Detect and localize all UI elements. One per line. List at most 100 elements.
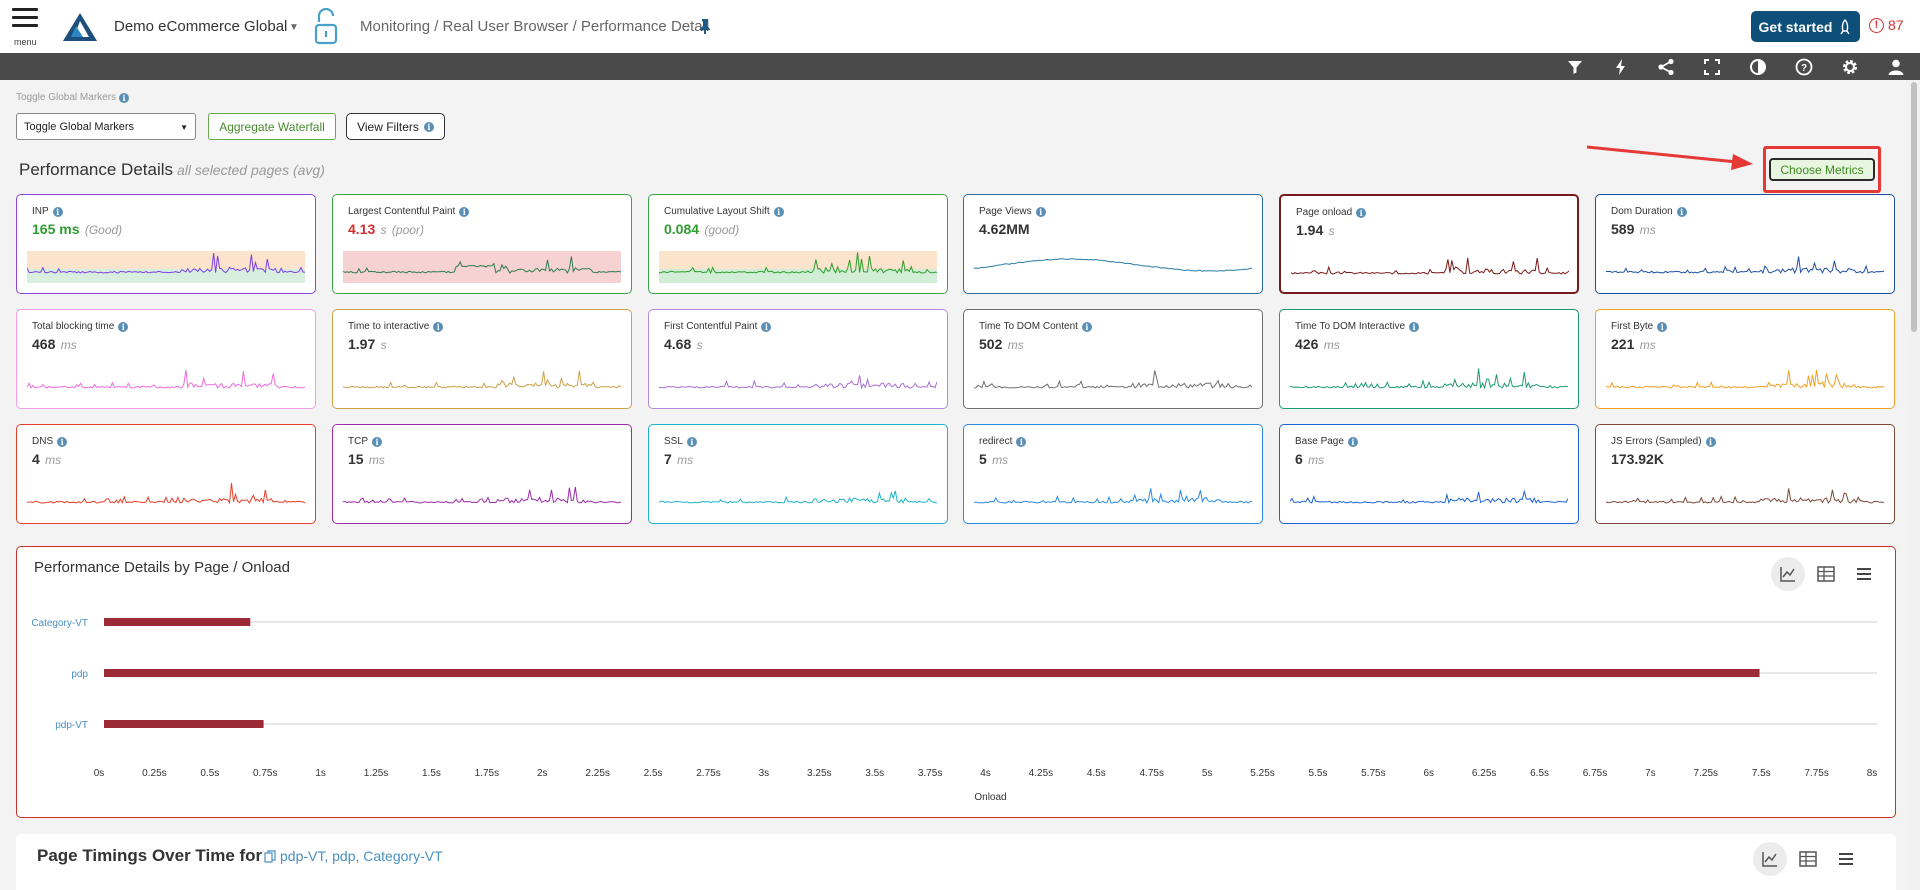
metric-label: Time to interactive i [348, 321, 444, 332]
page-timings-panel: Page Timings Over Time for pdp-VT, pdp, … [16, 834, 1896, 890]
category-label[interactable]: pdp [71, 669, 88, 680]
metric-unit: ms [1636, 338, 1656, 352]
metric-card[interactable]: SSL i 7 ms [648, 424, 948, 524]
metric-card[interactable]: Page Views i 4.62MM [963, 194, 1263, 294]
metric-card[interactable]: First Byte i 221 ms [1595, 309, 1895, 409]
alerts-indicator[interactable]: ! 87 [1869, 17, 1904, 33]
metric-unit: s [377, 223, 387, 237]
scrollbar-thumb[interactable] [1911, 82, 1917, 332]
top-header: menu Demo eCommerce Global ▼ Monitoring … [0, 0, 1920, 53]
menu-button[interactable]: menu [12, 8, 40, 48]
bolt-icon[interactable] [1611, 57, 1631, 77]
metric-unit: ms [673, 453, 694, 467]
metric-card[interactable]: Cumulative Layout Shift i 0.084 (good) [648, 194, 948, 294]
line-chart-view-button[interactable] [1771, 557, 1805, 591]
aggregate-waterfall-button[interactable]: Aggregate Waterfall [208, 113, 336, 140]
info-icon[interactable]: i [1676, 206, 1687, 217]
bar[interactable] [104, 720, 264, 728]
table-view-button[interactable] [1809, 557, 1843, 591]
info-icon[interactable]: i [1035, 206, 1046, 217]
info-icon[interactable]: i [57, 436, 68, 447]
app-name[interactable]: Demo eCommerce Global [114, 18, 288, 35]
x-tick-label: 3s [759, 768, 770, 779]
info-icon[interactable]: i [686, 436, 697, 447]
metric-value: 502 ms [979, 336, 1024, 352]
metric-card[interactable]: First Contentful Paint i 4.68 s [648, 309, 948, 409]
fullscreen-icon[interactable] [1702, 57, 1722, 77]
x-tick-label: 7.5s [1752, 768, 1771, 779]
x-tick-label: 6.5s [1530, 768, 1549, 779]
metric-label: SSL i [664, 436, 697, 447]
metric-card[interactable]: Time To DOM Interactive i 426 ms [1279, 309, 1579, 409]
metric-card[interactable]: Base Page i 6 ms [1279, 424, 1579, 524]
metric-card[interactable]: Dom Duration i 589 ms [1595, 194, 1895, 294]
sparkline [974, 488, 1252, 505]
global-markers-select[interactable]: Toggle Global Markers ▼ [16, 113, 196, 140]
bar[interactable] [104, 669, 1760, 677]
metric-value-text: 6 [1295, 451, 1303, 467]
metric-card[interactable]: DNS i 4 ms [16, 424, 316, 524]
sparkline [1606, 488, 1884, 504]
sparkline-series [27, 369, 305, 389]
metric-label-text: SSL [664, 436, 683, 447]
info-icon[interactable]: i [1409, 321, 1420, 332]
metric-card[interactable]: Page onload i 1.94 s [1279, 194, 1579, 294]
pin-icon[interactable] [698, 18, 712, 34]
metric-card[interactable]: TCP i 15 ms [332, 424, 632, 524]
info-icon[interactable]: i [773, 206, 784, 217]
help-icon[interactable]: ? [1794, 57, 1814, 77]
info-icon[interactable]: i [119, 92, 130, 103]
info-icon[interactable]: i [1081, 321, 1092, 332]
metric-card[interactable]: Total blocking time i 468 ms [16, 309, 316, 409]
info-icon[interactable]: i [118, 321, 129, 332]
info-icon[interactable]: i [1705, 436, 1716, 447]
metric-value-text: 165 ms [32, 221, 80, 237]
view-filters-button[interactable]: View Filters i [346, 113, 445, 140]
choose-metrics-button[interactable]: Choose Metrics [1769, 158, 1875, 181]
info-icon[interactable]: i [761, 321, 772, 332]
info-icon[interactable]: i [1657, 321, 1668, 332]
metric-card[interactable]: Largest Contentful Paint i 4.13 s (poor) [332, 194, 632, 294]
table-view-button[interactable] [1791, 842, 1825, 876]
info-icon[interactable]: i [433, 321, 444, 332]
metric-value-text: 5 [979, 451, 987, 467]
info-icon[interactable]: i [1016, 436, 1027, 447]
x-tick-label: 1.75s [475, 768, 499, 779]
category-label[interactable]: Category-VT [31, 618, 88, 629]
menu-button[interactable] [1829, 842, 1863, 876]
metric-card[interactable]: INP i 165 ms (Good) [16, 194, 316, 294]
share-icon[interactable] [1656, 57, 1676, 77]
menu-button[interactable] [1847, 557, 1881, 591]
filter-icon[interactable] [1565, 57, 1585, 77]
sparkline-series [659, 490, 937, 504]
info-icon[interactable]: i [1356, 207, 1367, 218]
bar[interactable] [104, 618, 251, 626]
get-started-button[interactable]: Get started [1751, 11, 1860, 42]
metric-label-text: Base Page [1295, 436, 1344, 447]
contrast-icon[interactable] [1748, 57, 1768, 77]
metric-value-text: 15 [348, 451, 364, 467]
info-icon[interactable]: i [459, 206, 470, 217]
x-tick-label: 7.25s [1694, 768, 1718, 779]
metric-card[interactable]: Time To DOM Content i 502 ms [963, 309, 1263, 409]
metric-value-text: 589 [1611, 221, 1635, 237]
app-logo[interactable] [62, 12, 98, 42]
selected-pages-link[interactable]: pdp-VT, pdp, Category-VT [264, 848, 443, 864]
category-label[interactable]: pdp-VT [55, 720, 88, 731]
info-icon[interactable]: i [52, 206, 63, 217]
user-icon[interactable] [1886, 57, 1906, 77]
x-tick-label: 1.5s [422, 768, 441, 779]
settings-icon[interactable] [1840, 57, 1860, 77]
copy-icon [264, 849, 276, 863]
metric-label-text: JS Errors (Sampled) [1611, 436, 1702, 447]
unlock-icon[interactable] [313, 8, 339, 46]
metric-card[interactable]: redirect i 5 ms [963, 424, 1263, 524]
line-chart-view-button[interactable] [1753, 842, 1787, 876]
metric-card[interactable]: JS Errors (Sampled) i 173.92K [1595, 424, 1895, 524]
chevron-down-icon[interactable]: ▼ [289, 22, 299, 33]
info-icon[interactable]: i [1347, 436, 1358, 447]
info-icon[interactable]: i [372, 436, 382, 447]
metric-card[interactable]: Time to interactive i 1.97 s [332, 309, 632, 409]
page-scrollbar[interactable] [1908, 80, 1920, 890]
metric-unit: ms [1304, 453, 1325, 467]
